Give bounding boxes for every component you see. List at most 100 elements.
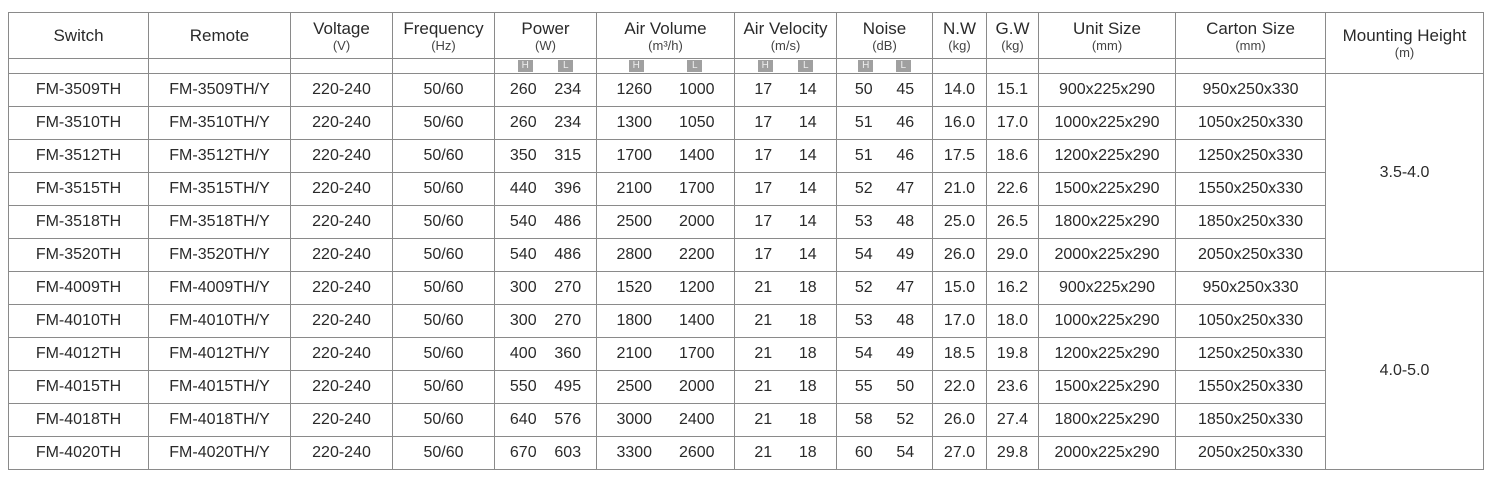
header-row: Switch Remote Voltage (V) Frequency (Hz) Power… xyxy=(8,12,1484,74)
switch-model: FM-4020TH xyxy=(8,436,149,470)
air-volume-low: 2200 xyxy=(678,246,715,263)
carton-size: 1850x250x330 xyxy=(1175,403,1326,437)
low-speed-badge: L xyxy=(558,60,574,72)
noise-high: 55 xyxy=(854,378,873,395)
air-velocity-low: 14 xyxy=(798,81,817,98)
air-volume-cell: 2500 2000 xyxy=(596,370,735,404)
power-low: 486 xyxy=(554,246,582,263)
power-low: 315 xyxy=(554,147,582,164)
air-velocity-high: 17 xyxy=(754,147,773,164)
column-header-unit: (m/s) xyxy=(770,37,801,53)
switch-model: FM-3520TH xyxy=(8,238,149,272)
gross-weight: 29.0 xyxy=(986,238,1039,272)
switch-model: FM-4010TH xyxy=(8,304,149,338)
power-high: 260 xyxy=(509,81,537,98)
column-header: Remote xyxy=(148,12,291,59)
switch-model: FM-4012TH xyxy=(8,337,149,371)
noise-low: 49 xyxy=(896,345,915,362)
speed-cell xyxy=(1175,58,1326,74)
gross-weight: 26.5 xyxy=(986,205,1039,239)
remote-model: FM-3509TH/Y xyxy=(148,73,291,107)
remote-model: FM-3518TH/Y xyxy=(148,205,291,239)
column-header: Noise (dB) xyxy=(836,12,933,59)
column-header-unit: (kg) xyxy=(1001,37,1024,53)
noise-cell: 53 48 xyxy=(836,304,933,338)
air-volume-high: 3300 xyxy=(616,444,653,461)
air-velocity-cell: 21 18 xyxy=(734,304,837,338)
column-header: G.W (kg) xyxy=(986,12,1039,59)
column-header-unit: (mm) xyxy=(1091,37,1123,53)
net-weight: 26.0 xyxy=(932,238,987,272)
air-volume-cell: 1300 1050 xyxy=(596,106,735,140)
carton-size: 1050x250x330 xyxy=(1175,304,1326,338)
noise-cell: 52 47 xyxy=(836,172,933,206)
power-cell: 260 234 xyxy=(494,73,597,107)
voltage: 220-240 xyxy=(290,238,393,272)
air-velocity-low: 14 xyxy=(798,180,817,197)
air-volume-high: 1700 xyxy=(616,147,653,164)
air-velocity-cell: 21 18 xyxy=(734,271,837,305)
air-volume-high: 1260 xyxy=(616,81,653,98)
net-weight: 17.5 xyxy=(932,139,987,173)
noise-cell: 51 46 xyxy=(836,106,933,140)
column-header-unit: (kg) xyxy=(948,37,971,53)
column-header: Unit Size (mm) xyxy=(1038,12,1176,59)
noise-high: 54 xyxy=(854,345,873,362)
unit-size: 2000x225x290 xyxy=(1038,436,1176,470)
air-volume-cell: 1700 1400 xyxy=(596,139,735,173)
carton-size: 1250x250x330 xyxy=(1175,337,1326,371)
power-cell: 640 576 xyxy=(494,403,597,437)
noise-low: 48 xyxy=(896,312,915,329)
frequency: 50/60 xyxy=(392,205,495,239)
power-low: 234 xyxy=(554,81,582,98)
column-header-unit: (mm) xyxy=(1235,37,1266,53)
switch-model: FM-3510TH xyxy=(8,106,149,140)
column-header: Voltage (V) xyxy=(290,12,393,59)
air-volume-high: 2500 xyxy=(616,378,653,395)
power-low: 234 xyxy=(554,114,582,131)
power-low: 486 xyxy=(554,213,582,230)
noise-cell: 51 46 xyxy=(836,139,933,173)
noise-low: 48 xyxy=(896,213,915,230)
carton-size: 950x250x330 xyxy=(1175,271,1326,305)
switch-model: FM-3512TH xyxy=(8,139,149,173)
air-velocity-cell: 21 18 xyxy=(734,403,837,437)
remote-model: FM-3510TH/Y xyxy=(148,106,291,140)
voltage: 220-240 xyxy=(290,106,393,140)
remote-model: FM-3515TH/Y xyxy=(148,172,291,206)
power-cell: 440 396 xyxy=(494,172,597,206)
spec-table: Switch Remote Voltage (V) Frequency (Hz) Power… xyxy=(8,12,1484,470)
power-high: 540 xyxy=(509,246,537,263)
frequency: 50/60 xyxy=(392,238,495,272)
gross-weight: 29.8 xyxy=(986,436,1039,470)
voltage: 220-240 xyxy=(290,139,393,173)
frequency: 50/60 xyxy=(392,370,495,404)
column-header: Switch xyxy=(8,12,149,59)
net-weight: 15.0 xyxy=(932,271,987,305)
unit-size: 1800x225x290 xyxy=(1038,205,1176,239)
gross-weight: 18.6 xyxy=(986,139,1039,173)
air-velocity-low: 14 xyxy=(798,147,817,164)
column-header-unit: (m³/h) xyxy=(648,37,683,53)
air-volume-low: 2600 xyxy=(678,444,715,461)
air-velocity-high: 21 xyxy=(754,312,773,329)
air-velocity-high: 17 xyxy=(754,246,773,263)
air-volume-low: 1050 xyxy=(678,114,715,131)
power-cell: 670 603 xyxy=(494,436,597,470)
noise-high: 60 xyxy=(854,444,873,461)
mounting-height: 4.0-5.0 xyxy=(1325,271,1484,470)
voltage: 220-240 xyxy=(290,73,393,107)
air-velocity-cell: 17 14 xyxy=(734,172,837,206)
gross-weight: 22.6 xyxy=(986,172,1039,206)
noise-high: 50 xyxy=(854,81,873,98)
air-velocity-low: 14 xyxy=(798,213,817,230)
noise-low: 52 xyxy=(896,411,915,428)
air-volume-high: 2500 xyxy=(616,213,653,230)
table-row: FM-4015TH FM-4015TH/Y 220-240 50/60 550 495 25… xyxy=(8,370,1484,404)
noise-low: 50 xyxy=(896,378,915,395)
column-header: Carton Size (mm) xyxy=(1175,12,1326,59)
table-row: FM-4018TH FM-4018TH/Y 220-240 50/60 640 576 30… xyxy=(8,403,1484,437)
power-high: 440 xyxy=(509,180,537,197)
net-weight: 18.5 xyxy=(932,337,987,371)
